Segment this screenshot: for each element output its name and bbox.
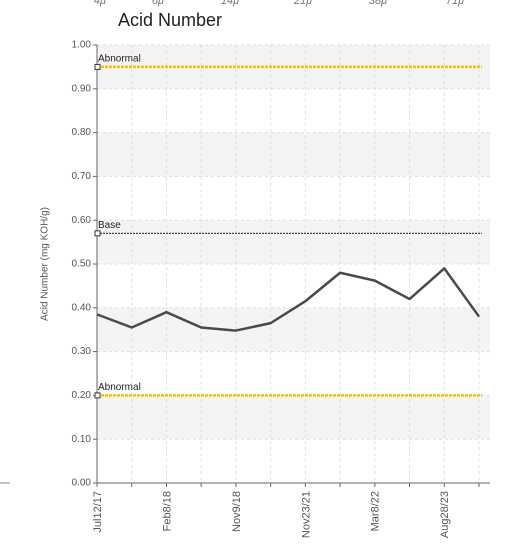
y-tick-label: 0.00	[72, 478, 92, 489]
chart-title: Acid Number	[118, 10, 222, 30]
x-tick-label: Jul12/17	[92, 491, 104, 533]
top-label: 38μ	[369, 0, 387, 7]
y-axis-label: Acid Number (mg KOH/g)	[40, 207, 51, 321]
reference-label: Abnormal	[98, 382, 141, 393]
grid-band	[97, 395, 490, 440]
grid-band	[97, 220, 490, 264]
reference-marker	[94, 230, 101, 237]
y-tick-label: 0.10	[72, 434, 92, 445]
x-tick-label: Nov23/21	[300, 491, 312, 538]
grid-band	[97, 132, 490, 177]
y-tick-label: 0.20	[72, 390, 92, 401]
top-label: 4μ	[94, 0, 106, 7]
top-label: 71μ	[446, 0, 464, 7]
y-tick-label: 0.70	[72, 171, 92, 182]
top-label: 21μ	[293, 0, 312, 7]
y-tick-label: 1.00	[72, 40, 92, 51]
y-tick-label: 0.60	[72, 215, 92, 226]
y-tick-label: 0.90	[72, 83, 92, 94]
x-tick-label: Feb8/18	[161, 491, 173, 531]
y-tick-label: 0.50	[72, 259, 92, 270]
reference-marker	[94, 63, 101, 70]
top-label: 14μ	[221, 0, 239, 7]
reference-marker	[94, 392, 101, 399]
reference-label: Abnormal	[98, 54, 141, 65]
reference-label: Base	[98, 220, 121, 231]
x-tick-label: Nov9/18	[231, 491, 243, 532]
y-tick-label: 0.80	[72, 127, 92, 138]
x-tick-label: Mar8/22	[370, 491, 382, 531]
y-tick-label: 0.30	[72, 346, 92, 357]
x-tick-label: Aug28/23	[439, 491, 451, 538]
data-line	[96, 267, 481, 332]
grid-band	[97, 307, 490, 352]
y-tick-label: 0.40	[72, 302, 92, 313]
top-label: 6μ	[152, 0, 164, 7]
